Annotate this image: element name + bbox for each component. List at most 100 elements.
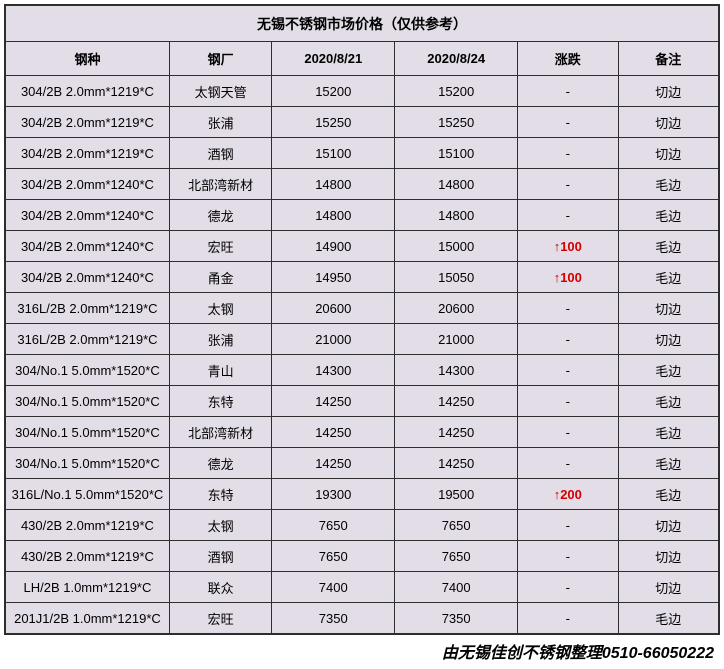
cell-d1: 21000 [272,324,395,355]
cell-d1: 14250 [272,386,395,417]
cell-change: - [518,386,618,417]
cell-steel: 304/2B 2.0mm*1240*C [6,231,170,262]
cell-d1: 7350 [272,603,395,634]
cell-steel: 304/No.1 5.0mm*1520*C [6,386,170,417]
cell-d1: 14950 [272,262,395,293]
cell-change: - [518,76,618,107]
cell-steel: 316L/2B 2.0mm*1219*C [6,324,170,355]
cell-remark: 毛边 [618,479,719,510]
cell-steel: 304/2B 2.0mm*1219*C [6,76,170,107]
table-row: 304/2B 2.0mm*1240*C甬金1495015050↑100毛边 [6,262,719,293]
cell-change: - [518,138,618,169]
cell-remark: 毛边 [618,417,719,448]
price-table: 无锡不锈钢市场价格（仅供参考） 钢种 钢厂 2020/8/21 2020/8/2… [5,5,719,634]
table-row: 304/No.1 5.0mm*1520*C东特1425014250-毛边 [6,386,719,417]
cell-d2: 21000 [395,324,518,355]
cell-d1: 14250 [272,448,395,479]
price-table-container: 无锡不锈钢市场价格（仅供参考） 钢种 钢厂 2020/8/21 2020/8/2… [4,4,720,635]
table-row: 316L/2B 2.0mm*1219*C太钢2060020600-切边 [6,293,719,324]
table-row: 304/2B 2.0mm*1219*C酒钢1510015100-切边 [6,138,719,169]
cell-d2: 14800 [395,169,518,200]
cell-d1: 14800 [272,200,395,231]
cell-factory: 德龙 [169,200,271,231]
table-row: 430/2B 2.0mm*1219*C太钢76507650-切边 [6,510,719,541]
cell-factory: 青山 [169,355,271,386]
col-remark: 备注 [618,42,719,76]
cell-factory: 北部湾新材 [169,417,271,448]
cell-steel: 304/No.1 5.0mm*1520*C [6,355,170,386]
header-row: 钢种 钢厂 2020/8/21 2020/8/24 涨跌 备注 [6,42,719,76]
cell-d2: 15100 [395,138,518,169]
cell-steel: 430/2B 2.0mm*1219*C [6,541,170,572]
cell-change: ↑100 [518,231,618,262]
cell-d1: 19300 [272,479,395,510]
col-date1: 2020/8/21 [272,42,395,76]
cell-d1: 14900 [272,231,395,262]
cell-d2: 14250 [395,448,518,479]
cell-remark: 切边 [618,293,719,324]
table-row: 304/2B 2.0mm*1219*C张浦1525015250-切边 [6,107,719,138]
cell-factory: 酒钢 [169,138,271,169]
cell-d2: 15000 [395,231,518,262]
footer-credit: 由无锡佳创不锈钢整理0510-66050222 [4,635,720,665]
cell-steel: 304/2B 2.0mm*1240*C [6,169,170,200]
table-row: 304/No.1 5.0mm*1520*C北部湾新材1425014250-毛边 [6,417,719,448]
cell-change: - [518,510,618,541]
cell-factory: 联众 [169,572,271,603]
cell-change: - [518,324,618,355]
cell-d1: 20600 [272,293,395,324]
cell-factory: 太钢 [169,293,271,324]
cell-steel: 304/2B 2.0mm*1240*C [6,262,170,293]
table-row: 304/2B 2.0mm*1240*C北部湾新材1480014800-毛边 [6,169,719,200]
cell-steel: 304/2B 2.0mm*1240*C [6,200,170,231]
cell-factory: 张浦 [169,324,271,355]
cell-change: - [518,603,618,634]
table-row: 304/2B 2.0mm*1219*C太钢天管1520015200-切边 [6,76,719,107]
cell-d2: 19500 [395,479,518,510]
cell-d2: 7400 [395,572,518,603]
cell-d2: 15250 [395,107,518,138]
cell-d2: 20600 [395,293,518,324]
cell-d2: 7650 [395,510,518,541]
cell-d1: 14800 [272,169,395,200]
title-row: 无锡不锈钢市场价格（仅供参考） [6,6,719,42]
cell-remark: 切边 [618,107,719,138]
table-row: 316L/No.1 5.0mm*1520*C东特1930019500↑200毛边 [6,479,719,510]
cell-change: - [518,293,618,324]
cell-d2: 7350 [395,603,518,634]
table-row: 201J1/2B 1.0mm*1219*C宏旺73507350-毛边 [6,603,719,634]
cell-steel: 304/No.1 5.0mm*1520*C [6,417,170,448]
cell-factory: 酒钢 [169,541,271,572]
cell-steel: 430/2B 2.0mm*1219*C [6,510,170,541]
cell-steel: 201J1/2B 1.0mm*1219*C [6,603,170,634]
cell-d2: 14250 [395,417,518,448]
cell-remark: 切边 [618,541,719,572]
cell-steel: 316L/No.1 5.0mm*1520*C [6,479,170,510]
cell-factory: 东特 [169,386,271,417]
cell-remark: 切边 [618,510,719,541]
cell-steel: 304/2B 2.0mm*1219*C [6,107,170,138]
cell-remark: 切边 [618,324,719,355]
cell-d1: 7650 [272,510,395,541]
cell-steel: 316L/2B 2.0mm*1219*C [6,293,170,324]
cell-change: - [518,107,618,138]
table-row: 316L/2B 2.0mm*1219*C张浦2100021000-切边 [6,324,719,355]
cell-d1: 15250 [272,107,395,138]
cell-change: ↑200 [518,479,618,510]
cell-remark: 毛边 [618,448,719,479]
cell-d1: 7400 [272,572,395,603]
cell-remark: 毛边 [618,169,719,200]
cell-steel: 304/2B 2.0mm*1219*C [6,138,170,169]
col-date2: 2020/8/24 [395,42,518,76]
cell-d1: 14250 [272,417,395,448]
cell-remark: 毛边 [618,262,719,293]
cell-remark: 毛边 [618,603,719,634]
cell-change: ↑100 [518,262,618,293]
cell-change: - [518,572,618,603]
table-row: 304/2B 2.0mm*1240*C德龙1480014800-毛边 [6,200,719,231]
cell-factory: 太钢 [169,510,271,541]
cell-remark: 毛边 [618,386,719,417]
table-row: 304/2B 2.0mm*1240*C宏旺1490015000↑100毛边 [6,231,719,262]
cell-d2: 15200 [395,76,518,107]
cell-d1: 14300 [272,355,395,386]
